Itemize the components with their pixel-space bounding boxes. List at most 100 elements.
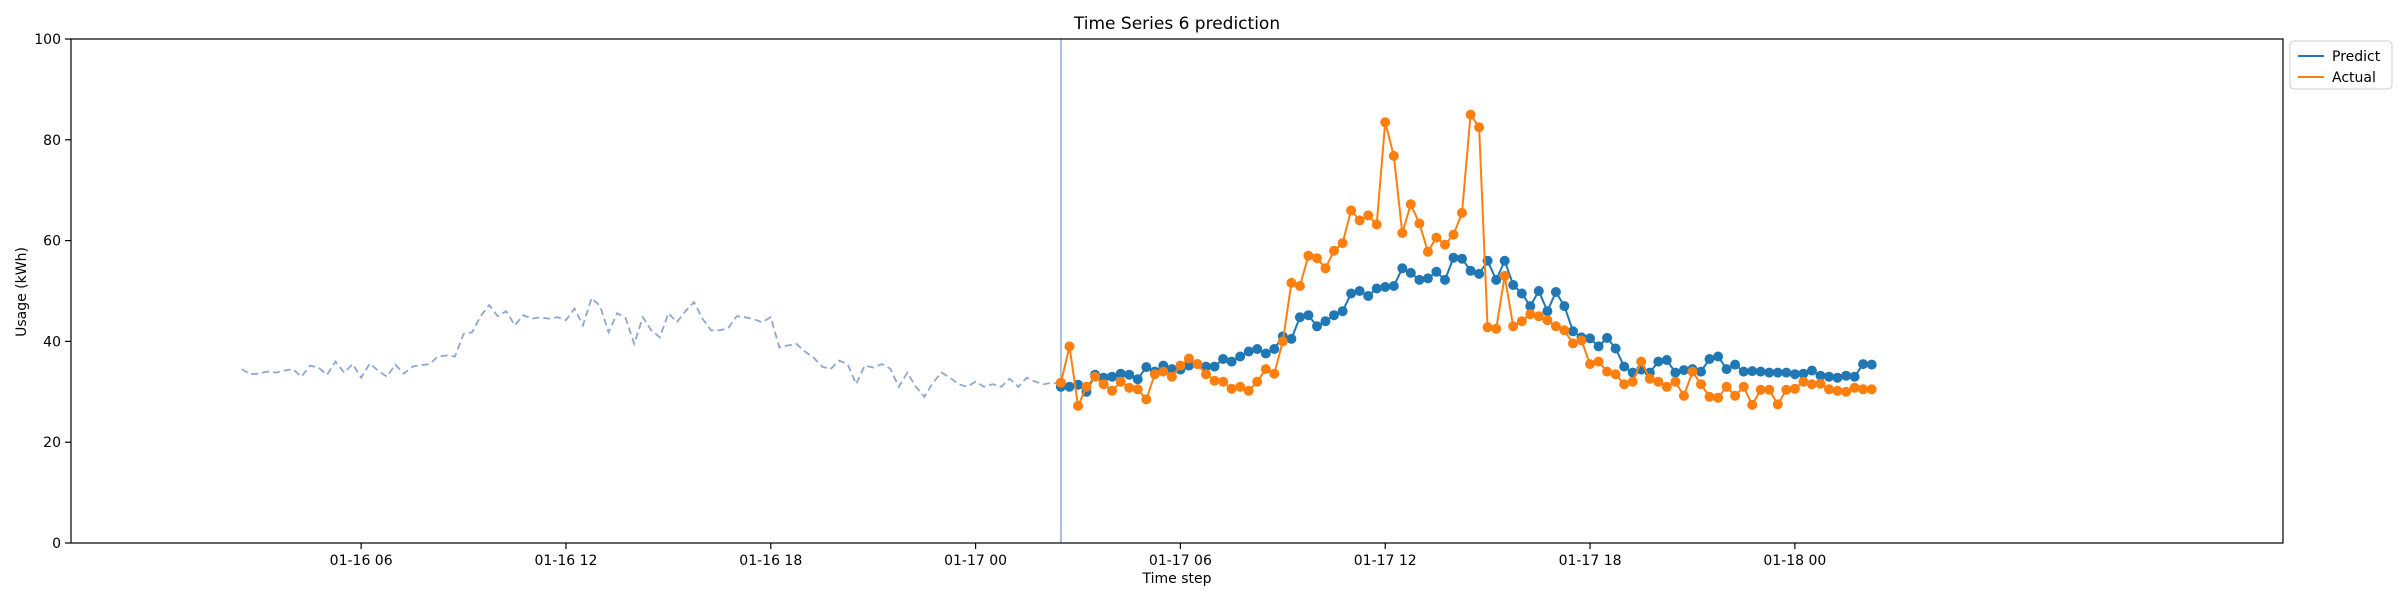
predict-point — [1312, 321, 1322, 332]
y-tick-label: 100 — [34, 32, 61, 48]
axes: 0 20 40 60 80 100 01-16 06 01-16 12 01-16 18 01-1… — [34, 32, 2284, 569]
actual-point — [1073, 400, 1083, 411]
predict-point — [1508, 280, 1519, 290]
actual-point — [1158, 366, 1169, 377]
legend-label-predict: Predict — [2332, 49, 2381, 65]
actual-point — [1619, 379, 1630, 390]
predict-point — [1269, 344, 1280, 354]
predict-point — [1550, 287, 1561, 297]
predict-point — [1721, 364, 1732, 375]
actual-point — [1209, 375, 1220, 386]
actual-point — [1798, 376, 1809, 387]
x-tick-label: 01-17 12 — [1354, 553, 1417, 569]
actual-point — [1550, 321, 1561, 332]
predict-point — [1166, 364, 1177, 375]
actual-point — [1866, 384, 1877, 395]
predict-point — [1183, 360, 1194, 371]
predict-point — [1533, 286, 1544, 296]
actual-point — [1141, 394, 1152, 405]
predict-point — [1772, 367, 1783, 378]
actual-point — [1661, 381, 1672, 392]
actual-point — [1124, 382, 1135, 393]
actual-point — [1055, 377, 1066, 388]
y-tick-label: 40 — [43, 334, 61, 350]
predict-point — [1286, 333, 1297, 344]
predict-point — [1371, 283, 1382, 294]
actual-point — [1354, 215, 1365, 226]
actual-point — [1457, 207, 1467, 218]
actual-point — [1098, 379, 1109, 390]
history-line — [241, 296, 1087, 399]
actual-point — [1474, 122, 1485, 133]
actual-point — [1499, 270, 1510, 281]
actual-point — [1568, 338, 1578, 349]
actual-point — [1252, 376, 1263, 387]
predict-point — [1115, 368, 1126, 379]
actual-point — [1576, 335, 1587, 346]
actual-point — [1115, 376, 1126, 387]
predict-point — [1568, 326, 1578, 337]
predict-point — [1294, 312, 1305, 323]
actual-point — [1380, 117, 1391, 128]
predict-point — [1516, 288, 1527, 299]
predict-point — [1841, 370, 1852, 381]
actual-point — [1320, 263, 1331, 274]
predict-point — [1354, 286, 1365, 296]
predict-point — [1491, 274, 1502, 285]
predict-point — [1696, 366, 1706, 377]
actual-point — [1533, 311, 1544, 322]
chart-title: Time Series 6 prediction — [1073, 14, 1280, 34]
actual-point — [1465, 109, 1476, 120]
actual-point — [1192, 359, 1203, 370]
actual-point — [1841, 386, 1852, 397]
predict-point — [1755, 366, 1766, 377]
actual-point — [1431, 232, 1442, 243]
actual-point — [1602, 366, 1613, 377]
actual-point — [1183, 353, 1194, 364]
predict-point — [1132, 374, 1143, 385]
actual-point — [1738, 381, 1749, 392]
actual-point — [1149, 369, 1160, 380]
actual-point — [1832, 385, 1843, 396]
predict-point — [1474, 268, 1485, 279]
actual-point — [1303, 250, 1314, 261]
actual-point — [1388, 150, 1399, 161]
y-tick-label: 80 — [43, 133, 61, 149]
actual-point — [1414, 218, 1425, 229]
actual-point — [1772, 399, 1783, 410]
actual-point — [1491, 323, 1502, 334]
actual-point — [1542, 315, 1553, 326]
actual-point — [1260, 364, 1271, 375]
predict-point — [1704, 354, 1715, 364]
actual-point — [1448, 229, 1459, 240]
actual-point — [1849, 382, 1860, 393]
predict-point — [1440, 274, 1450, 285]
predict-point — [1678, 365, 1689, 376]
actual-point — [1704, 391, 1715, 402]
predict-point — [1747, 366, 1758, 377]
predict-point — [1226, 356, 1237, 367]
actual-point — [1764, 384, 1775, 395]
actual-point — [1235, 381, 1246, 392]
actual-point — [1755, 384, 1766, 395]
predict-point — [1832, 372, 1843, 383]
actual-point — [1858, 384, 1869, 395]
x-tick-label: 01-17 00 — [944, 553, 1007, 569]
predict-point — [1653, 356, 1664, 367]
actual-point — [1559, 325, 1570, 336]
predict-point — [1431, 266, 1442, 277]
actual-point — [1294, 281, 1305, 291]
predict-point — [1593, 341, 1604, 352]
predict-point — [1064, 381, 1075, 392]
plot-frame — [70, 38, 2284, 544]
x-tick-label: 01-16 18 — [739, 553, 802, 569]
actual-point — [1371, 219, 1382, 230]
chart-legend: Predict Actual — [2289, 40, 2393, 90]
predict-point — [1585, 333, 1595, 344]
actual-point — [1363, 210, 1374, 221]
predict-point — [1422, 273, 1433, 284]
actual-point — [1815, 378, 1826, 389]
predict-point — [1457, 253, 1467, 264]
actual-point — [1218, 376, 1229, 387]
